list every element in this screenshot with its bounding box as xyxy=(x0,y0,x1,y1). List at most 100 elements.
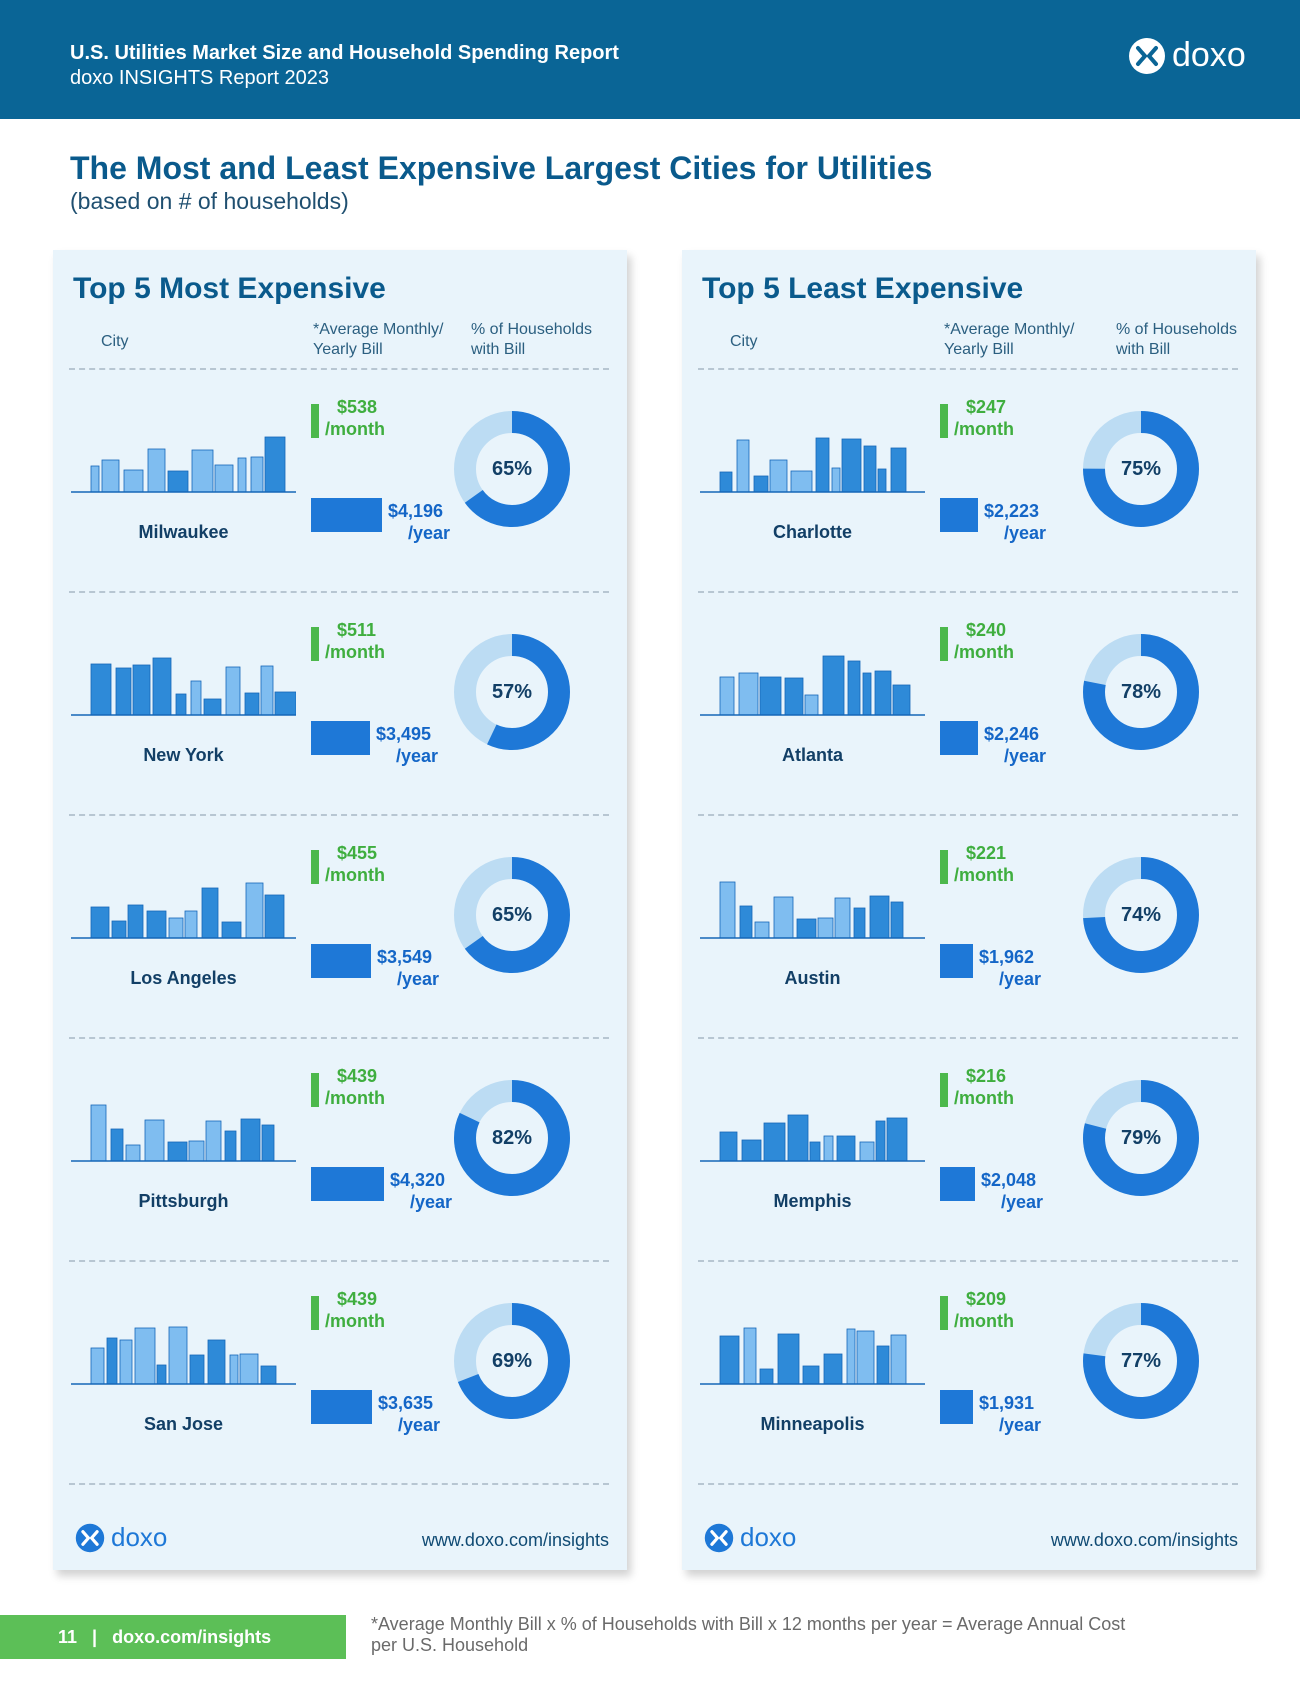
household-pct-label: 79% xyxy=(1120,1127,1162,1149)
household-pct-donut xyxy=(1083,857,1199,973)
monthly-bar xyxy=(940,1296,948,1330)
row-divider xyxy=(698,1260,1238,1262)
row-divider xyxy=(69,591,609,593)
monthly-amount: $209 xyxy=(966,1289,1007,1309)
yearly-unit: /year xyxy=(410,1192,453,1212)
city-row: Austin $221/month $1,962/year 74% xyxy=(682,816,1256,1039)
city-skyline-icon xyxy=(71,882,296,939)
yearly-bar xyxy=(311,1167,384,1201)
monthly-unit: /month xyxy=(954,865,1014,885)
monthly-bill: $247/month xyxy=(954,396,1014,440)
city-skyline-icon xyxy=(700,437,925,493)
yearly-unit: /year xyxy=(1004,746,1047,766)
yearly-amount: $2,223 xyxy=(984,501,1040,521)
most-expensive-panel: Top 5 Most Expensive City *Average Month… xyxy=(53,250,627,1570)
donut-value-arc xyxy=(1083,411,1199,527)
yearly-bill: $3,635/year xyxy=(378,1392,440,1436)
page-footer-bar: 11 | doxo.com/insights xyxy=(0,1615,346,1659)
yearly-bill: $1,962/year xyxy=(979,946,1041,990)
donut-value-arc xyxy=(454,1080,570,1196)
city-row: Los Angeles $455/month $3,549/year 65% xyxy=(53,816,627,1039)
yearly-bar xyxy=(311,721,370,755)
monthly-amount: $216 xyxy=(966,1066,1007,1086)
yearly-amount: $3,495 xyxy=(376,724,432,744)
monthly-bill: $455/month xyxy=(325,842,385,886)
city-name: Milwaukee xyxy=(138,522,229,542)
monthly-unit: /month xyxy=(954,1311,1014,1331)
column-header-bill: *Average Monthly/ Yearly Bill xyxy=(313,321,444,358)
yearly-amount: $4,320 xyxy=(390,1170,446,1190)
city-name: Charlotte xyxy=(772,522,852,542)
city-name: New York xyxy=(143,745,224,765)
yearly-amount: $2,048 xyxy=(981,1170,1037,1190)
household-pct-label: 75% xyxy=(1120,458,1162,480)
yearly-unit: /year xyxy=(397,969,440,989)
donut-value-arc xyxy=(454,1303,570,1419)
city-skyline-icon xyxy=(71,1104,296,1162)
monthly-unit: /month xyxy=(325,865,385,885)
city-skyline-icon xyxy=(700,881,925,939)
city-name: Atlanta xyxy=(781,745,843,765)
header-logo: doxo xyxy=(1128,36,1246,75)
household-pct-label: 82% xyxy=(491,1127,533,1149)
household-pct-donut xyxy=(1083,411,1199,527)
monthly-amount: $439 xyxy=(337,1066,378,1086)
monthly-bar xyxy=(940,850,948,884)
panel-logo: doxo xyxy=(75,1522,167,1553)
household-pct-donut xyxy=(454,857,570,973)
page-subtitle: (based on # of households) xyxy=(70,188,349,214)
row-divider xyxy=(69,1483,609,1485)
donut-value-arc xyxy=(454,857,570,973)
yearly-bar xyxy=(311,498,382,532)
monthly-bill: $439/month xyxy=(325,1288,385,1332)
yearly-unit: /year xyxy=(999,969,1042,989)
household-pct-label: 57% xyxy=(491,681,533,703)
panel-url[interactable]: www.doxo.com/insights xyxy=(1050,1530,1238,1550)
city-row: Pittsburgh $439/month $4,320/year 82% xyxy=(53,1039,627,1262)
doxo-logo-icon xyxy=(704,1523,734,1552)
row-divider xyxy=(69,814,609,816)
panel-logo: doxo xyxy=(704,1522,796,1553)
footer-url[interactable]: doxo.com/insights xyxy=(112,1627,272,1647)
yearly-bar xyxy=(940,498,978,532)
monthly-bar xyxy=(940,1073,948,1107)
column-header-bill: *Average Monthly/ Yearly Bill xyxy=(944,321,1075,358)
yearly-amount: $2,246 xyxy=(984,724,1040,744)
city-row: Charlotte $247/month $2,223/year 75% xyxy=(682,370,1256,593)
city-skyline-icon xyxy=(71,1326,296,1385)
row-divider xyxy=(698,1483,1238,1485)
monthly-unit: /month xyxy=(325,419,385,439)
row-divider xyxy=(69,1260,609,1262)
yearly-amount: $3,549 xyxy=(377,947,433,967)
city-name: Los Angeles xyxy=(130,968,237,988)
row-divider xyxy=(698,814,1238,816)
household-pct-donut xyxy=(1083,1303,1199,1419)
row-divider xyxy=(698,1037,1238,1039)
donut-value-arc xyxy=(1083,634,1199,750)
monthly-unit: /month xyxy=(325,1088,385,1108)
monthly-bar xyxy=(940,627,948,661)
household-pct-label: 78% xyxy=(1120,681,1162,703)
city-skyline-icon xyxy=(71,657,296,716)
monthly-amount: $221 xyxy=(966,843,1007,863)
household-pct-label: 65% xyxy=(491,904,533,926)
yearly-bar xyxy=(940,1167,975,1201)
monthly-bar xyxy=(940,404,948,438)
panel-logo-text: doxo xyxy=(111,1522,168,1552)
city-row: San Jose $439/month $3,635/year 69% xyxy=(53,1262,627,1485)
donut-value-arc xyxy=(1083,857,1199,973)
doxo-logo-icon xyxy=(75,1523,105,1552)
monthly-amount: $538 xyxy=(337,397,378,417)
yearly-bill: $1,931/year xyxy=(979,1392,1041,1436)
monthly-amount: $455 xyxy=(337,843,378,863)
monthly-bill: $216/month xyxy=(954,1065,1014,1109)
panel-url[interactable]: www.doxo.com/insights xyxy=(421,1530,609,1550)
monthly-bar xyxy=(311,627,319,661)
monthly-bill: $439/month xyxy=(325,1065,385,1109)
donut-value-arc xyxy=(454,411,570,527)
report-subtitle: doxo INSIGHTS Report 2023 xyxy=(70,67,330,89)
household-pct-donut xyxy=(1083,1080,1199,1196)
yearly-bill: $2,246/year xyxy=(984,723,1046,767)
monthly-bar xyxy=(311,404,319,438)
monthly-bar xyxy=(311,1073,319,1107)
